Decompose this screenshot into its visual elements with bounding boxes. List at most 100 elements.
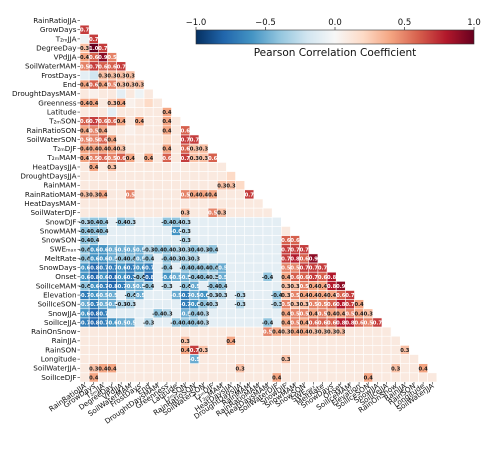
cell-value-label: 0.7 xyxy=(309,266,319,272)
heatmap-cell xyxy=(354,372,364,383)
heatmap-cell xyxy=(207,335,218,346)
heatmap-cell xyxy=(98,171,108,182)
heatmap-cell xyxy=(125,372,136,383)
cell-value-label: 0.7 xyxy=(290,247,300,253)
heatmap-cell xyxy=(88,354,99,364)
cell-value-label: 1.0 xyxy=(89,46,99,52)
heatmap-cell xyxy=(107,226,117,236)
heatmap-cell xyxy=(152,189,163,200)
y-tick-label: SnowJJA xyxy=(48,309,77,318)
cell-value-label: -0.3 xyxy=(170,247,182,253)
heatmap-cell xyxy=(262,207,273,218)
heatmap-cell xyxy=(143,125,154,136)
heatmap-cell xyxy=(143,171,154,182)
cell-value-label: 0.3 xyxy=(300,302,310,308)
cell-value-label: -0.3 xyxy=(234,302,246,308)
heatmap-cell xyxy=(152,180,163,191)
heatmap-cell xyxy=(125,143,136,154)
heatmap-cell xyxy=(116,363,127,374)
heatmap-cell xyxy=(253,207,264,218)
heatmap-cell xyxy=(171,125,181,136)
cell-value-label: 0.6 xyxy=(300,256,310,262)
heatmap-cell xyxy=(180,162,191,172)
heatmap-cell xyxy=(134,235,145,246)
cell-value-label: -0.7 xyxy=(143,266,155,272)
heatmap-cell xyxy=(143,217,154,227)
cell-value-label: -0.4 xyxy=(143,256,155,262)
heatmap-cell xyxy=(79,335,90,346)
y-tick-label: FrostDays xyxy=(41,71,77,80)
heatmap-cell xyxy=(116,180,127,191)
cell-value-label: -0.4 xyxy=(88,229,100,235)
heatmap-cell xyxy=(226,235,236,246)
heatmap-cell xyxy=(143,235,154,246)
heatmap-cell xyxy=(271,354,282,364)
cell-value-label: 0.7 xyxy=(89,64,99,70)
cell-value-label: -0.5 xyxy=(106,302,118,308)
heatmap-cell xyxy=(134,125,145,136)
heatmap-cell xyxy=(244,262,255,273)
heatmap-cell xyxy=(216,372,227,383)
heatmap-cell xyxy=(171,116,181,127)
heatmap-cell xyxy=(262,372,273,383)
cell-value-label: -0.3 xyxy=(198,321,210,327)
heatmap-cell xyxy=(152,326,163,337)
heatmap-cell xyxy=(299,335,310,346)
cell-value-label: -0.4 xyxy=(161,247,173,253)
heatmap-cell xyxy=(171,143,181,154)
heatmap-cell xyxy=(143,143,154,154)
heatmap-cell xyxy=(198,372,209,383)
cell-value-label: 0.8 xyxy=(327,275,337,281)
cell-value-label: -0.5 xyxy=(170,293,182,299)
cell-value-label: 0.9 xyxy=(309,256,319,262)
colorbar-tick-label: 0.0 xyxy=(328,18,342,28)
heatmap-cell xyxy=(134,152,145,163)
heatmap-cell xyxy=(143,326,154,337)
cell-value-label: -0.4 xyxy=(180,266,192,272)
heatmap-cell xyxy=(152,152,163,163)
heatmap-cell xyxy=(198,207,209,218)
heatmap-cell xyxy=(152,235,163,246)
heatmap-cell xyxy=(399,363,410,374)
cell-value-label: 0.4 xyxy=(199,192,209,198)
cell-value-label: -0.6 xyxy=(79,275,91,281)
heatmap-cell xyxy=(143,226,154,236)
heatmap-cell xyxy=(262,262,273,273)
cell-value-label: 0.6 xyxy=(318,275,328,281)
heatmap-cell xyxy=(363,363,374,374)
y-tick-label: HeatDaysJJA xyxy=(32,162,76,171)
heatmap-cell xyxy=(198,171,209,182)
cell-value-label: 0.6 xyxy=(208,156,218,162)
cell-value-label: 0.3 xyxy=(364,311,374,317)
cell-value-label: 0.3 xyxy=(117,147,127,153)
heatmap-cell xyxy=(162,326,172,337)
cell-value-label: 0.4 xyxy=(336,311,346,317)
heatmap-cell xyxy=(354,345,364,355)
y-tick-label: DroughtDaysJJA xyxy=(20,172,76,181)
heatmap-cell xyxy=(235,308,246,319)
cell-value-label: 0.4 xyxy=(89,375,99,381)
heatmap-cell xyxy=(280,363,291,374)
cell-value-label: -0.5 xyxy=(125,284,137,290)
heatmap-cell xyxy=(88,345,99,355)
heatmap-cell xyxy=(189,207,200,218)
heatmap-cell xyxy=(390,335,401,346)
heatmap-cell xyxy=(326,372,337,383)
cell-value-label: 0.5 xyxy=(181,192,191,198)
heatmap-cell xyxy=(152,98,163,108)
heatmap-cell xyxy=(162,189,172,200)
cell-value-label: 0.3 xyxy=(217,211,227,217)
heatmap-cell xyxy=(244,235,255,246)
cell-value-label: 0.5 xyxy=(80,64,90,70)
cell-value-label: 0.7 xyxy=(318,266,328,272)
heatmap-cell xyxy=(134,217,145,227)
heatmap-cell xyxy=(226,189,236,200)
heatmap-cell xyxy=(134,335,145,346)
heatmap-cell xyxy=(107,125,117,136)
y-tick-label: SoilIceJJA xyxy=(44,318,77,327)
heatmap-cell xyxy=(345,354,355,364)
heatmap-cell xyxy=(180,180,191,191)
cell-value-label: -0.5 xyxy=(106,256,118,262)
cell-value-label: -0.3 xyxy=(79,220,91,226)
heatmap-cell xyxy=(216,335,227,346)
